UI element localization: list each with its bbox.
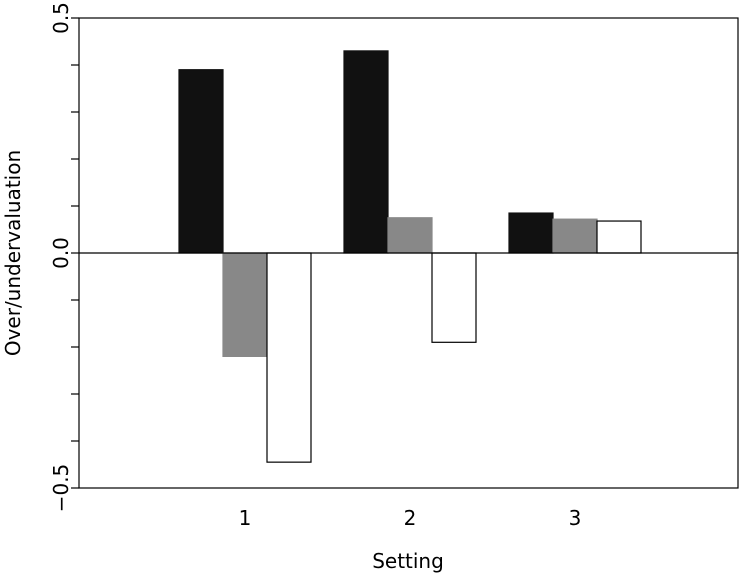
y-axis-tick-labels: −0.5 0.0 0.5 xyxy=(49,2,73,512)
bar-setting-3-series-2 xyxy=(552,218,598,254)
bar-setting-1-series-3 xyxy=(266,252,312,463)
x-tick-label: 2 xyxy=(404,506,417,530)
bar-setting-3-series-1 xyxy=(508,212,554,254)
bar-setting-1-series-2 xyxy=(222,252,268,358)
x-tick-label: 1 xyxy=(239,506,252,530)
y-axis-label: Over/undervaluation xyxy=(1,150,25,356)
y-tick-label: 0.0 xyxy=(49,237,73,269)
bar-setting-3-series-3 xyxy=(596,220,642,254)
x-axis-tick-labels: 1 2 3 xyxy=(239,506,582,530)
bar-setting-2-series-3 xyxy=(431,252,477,343)
bar-setting-1-series-1 xyxy=(178,69,224,254)
bars xyxy=(178,50,642,463)
bar-setting-2-series-2 xyxy=(387,217,433,254)
y-tick-label: −0.5 xyxy=(49,464,73,513)
y-tick-label: 0.5 xyxy=(49,2,73,34)
y-axis-ticks xyxy=(71,17,79,489)
x-tick-label: 3 xyxy=(569,506,582,530)
bar-setting-2-series-1 xyxy=(343,50,389,254)
x-axis-label: Setting xyxy=(372,549,444,573)
